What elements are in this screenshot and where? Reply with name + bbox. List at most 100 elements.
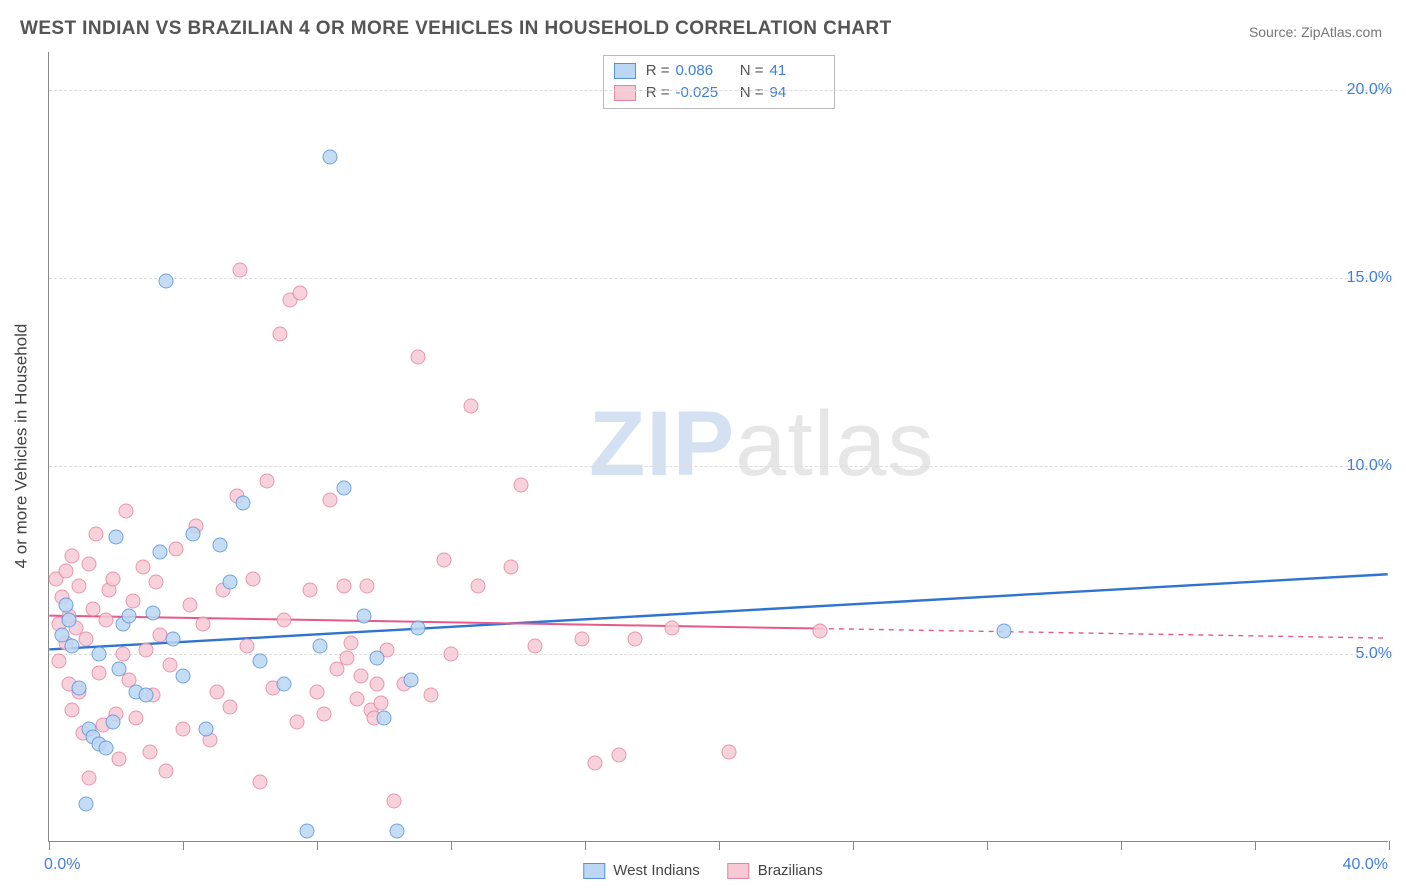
data-point [58,564,73,579]
data-point [259,473,274,488]
legend-r-0: 0.086 [676,60,730,82]
data-point [253,654,268,669]
data-point [145,605,160,620]
data-point [996,624,1011,639]
data-point [135,560,150,575]
data-point [98,740,113,755]
data-point [437,552,452,567]
legend-swatch-1 [614,85,636,101]
x-tick [1255,841,1256,850]
legend-bottom-swatch-0 [583,863,605,879]
data-point [165,631,180,646]
data-point [812,624,827,639]
data-point [410,349,425,364]
x-tick [719,841,720,850]
data-point [58,598,73,613]
data-point [162,658,177,673]
data-point [196,616,211,631]
data-point [370,677,385,692]
data-point [176,669,191,684]
data-point [152,545,167,560]
data-point [628,631,643,646]
data-point [444,646,459,661]
data-point [139,643,154,658]
data-point [340,650,355,665]
x-tick [451,841,452,850]
data-point [316,707,331,722]
legend-n-1: 94 [770,82,824,104]
data-point [423,688,438,703]
data-point [78,797,93,812]
regression-lines [49,52,1388,841]
data-point [310,684,325,699]
gridline-h [49,466,1388,467]
data-point [65,703,80,718]
data-point [112,661,127,676]
y-axis-label: 4 or more Vehicles in Household [11,324,31,569]
gridline-h [49,278,1388,279]
data-point [98,613,113,628]
data-point [722,744,737,759]
source-label: Source: ZipAtlas.com [1249,24,1382,40]
data-point [470,579,485,594]
legend-bottom-label-0: West Indians [613,862,699,879]
x-tick [49,841,50,850]
x-tick [317,841,318,850]
legend-top: R =0.086 N =41 R =-0.025 N =94 [603,55,835,109]
legend-swatch-0 [614,63,636,79]
y-tick-label: 15.0% [1347,269,1392,287]
data-point [72,579,87,594]
legend-n-0: 41 [770,60,824,82]
data-point [182,598,197,613]
legend-bottom: West Indians Brazilians [583,862,822,879]
data-point [276,613,291,628]
data-point [289,714,304,729]
data-point [323,492,338,507]
data-point [527,639,542,654]
data-point [323,150,338,165]
gridline-h [49,654,1388,655]
data-point [105,571,120,586]
data-point [665,620,680,635]
data-point [293,285,308,300]
data-point [299,823,314,838]
data-point [72,680,87,695]
data-point [109,530,124,545]
chart-title: WEST INDIAN VS BRAZILIAN 4 OR MORE VEHIC… [20,18,892,40]
data-point [122,609,137,624]
data-point [209,684,224,699]
data-point [92,646,107,661]
x-tick [987,841,988,850]
data-point [78,631,93,646]
legend-top-row-0: R =0.086 N =41 [614,60,824,82]
data-point [350,692,365,707]
y-tick-label: 20.0% [1347,81,1392,99]
watermark-zip: ZIP [589,393,735,495]
y-tick-label: 5.0% [1356,645,1392,663]
data-point [611,748,626,763]
data-point [464,398,479,413]
data-point [88,526,103,541]
data-point [253,774,268,789]
data-point [387,793,402,808]
data-point [360,579,375,594]
data-point [159,763,174,778]
legend-bottom-label-1: Brazilians [758,862,823,879]
legend-bottom-item-1: Brazilians [728,862,823,879]
data-point [149,575,164,590]
data-point [504,560,519,575]
data-point [119,503,134,518]
data-point [115,646,130,661]
legend-top-row-1: R =-0.025 N =94 [614,82,824,104]
data-point [212,537,227,552]
data-point [112,752,127,767]
data-point [370,650,385,665]
data-point [588,756,603,771]
data-point [514,477,529,492]
data-point [139,688,154,703]
gridline-h [49,90,1388,91]
data-point [142,744,157,759]
data-point [232,263,247,278]
data-point [303,582,318,597]
legend-r-1: -0.025 [676,82,730,104]
